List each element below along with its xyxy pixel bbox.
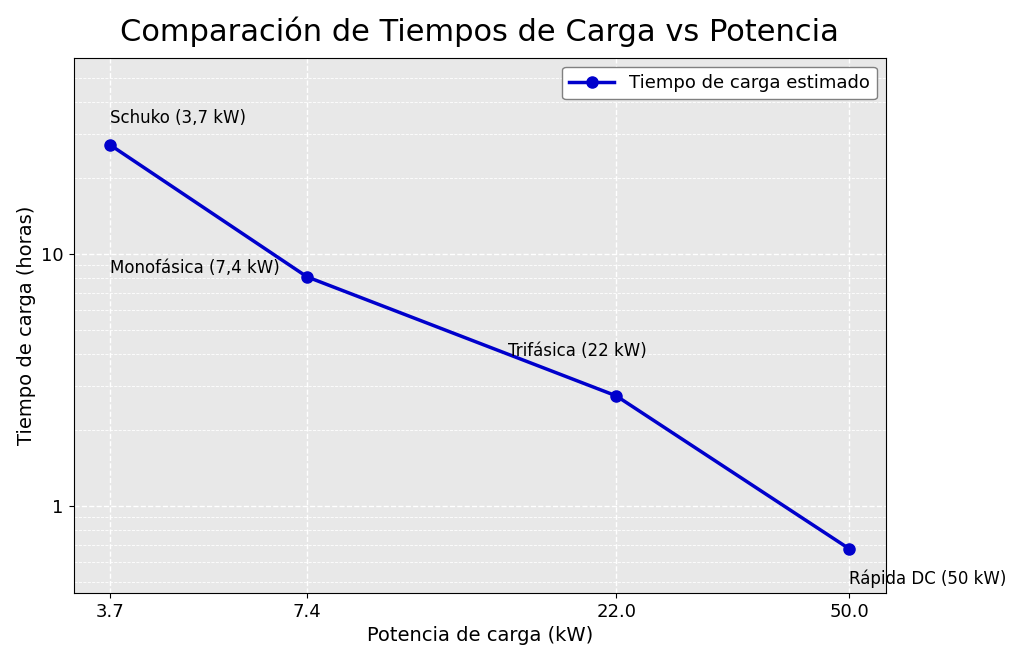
- Tiempo de carga estimado: [610, 392, 623, 400]
- Legend: Tiempo de carga estimado: Tiempo de carga estimado: [562, 67, 877, 99]
- Tiempo de carga estimado: [104, 141, 117, 149]
- Title: Comparación de Tiempos de Carga vs Potencia: Comparación de Tiempos de Carga vs Poten…: [121, 17, 840, 47]
- Text: Monofásica (7,4 kW): Monofásica (7,4 kW): [111, 259, 281, 277]
- Text: Trifásica (22 kW): Trifásica (22 kW): [508, 342, 646, 359]
- Tiempo de carga estimado: [843, 545, 855, 553]
- Text: Schuko (3,7 kW): Schuko (3,7 kW): [111, 109, 247, 126]
- Y-axis label: Tiempo de carga (horas): Tiempo de carga (horas): [16, 206, 36, 445]
- Line: Tiempo de carga estimado: Tiempo de carga estimado: [104, 140, 855, 554]
- X-axis label: Potencia de carga (kW): Potencia de carga (kW): [367, 626, 593, 645]
- Text: Rápida DC (50 kW): Rápida DC (50 kW): [849, 569, 1007, 588]
- Tiempo de carga estimado: [301, 273, 313, 281]
